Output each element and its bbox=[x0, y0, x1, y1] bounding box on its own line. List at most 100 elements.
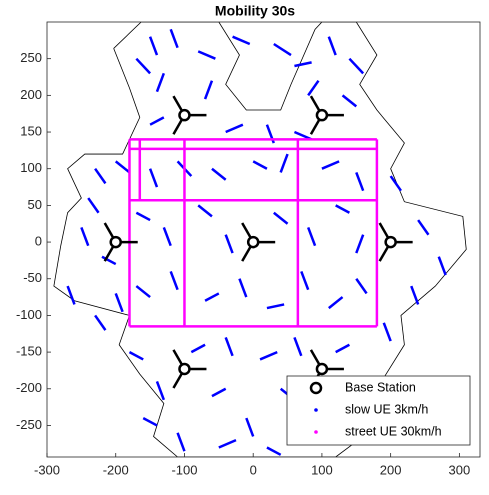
slow-ue-track bbox=[410, 285, 420, 305]
slow-ue-track bbox=[273, 211, 289, 225]
slow-ue-track bbox=[238, 278, 248, 298]
slow-ue-track bbox=[307, 79, 320, 97]
slow-ue-track bbox=[162, 226, 172, 247]
base-station bbox=[315, 362, 329, 376]
y-tick-label: 100 bbox=[20, 160, 42, 175]
slow-ue-track bbox=[328, 296, 344, 310]
base-station bbox=[246, 235, 260, 249]
slow-ue-track bbox=[169, 28, 179, 49]
slow-ue-track bbox=[335, 204, 351, 214]
y-tick-label: 150 bbox=[20, 123, 42, 138]
legend-marker bbox=[314, 408, 318, 412]
y-tick-label: 200 bbox=[20, 87, 42, 102]
slow-ue-track bbox=[155, 72, 166, 93]
slow-ue-track bbox=[148, 36, 159, 56]
slow-ue-track bbox=[279, 153, 289, 173]
slow-ue-track bbox=[66, 285, 76, 305]
y-tick-label: -100 bbox=[16, 307, 42, 322]
plot-area bbox=[53, 22, 467, 457]
slow-ue-track bbox=[101, 255, 117, 266]
slow-ue-track bbox=[114, 160, 131, 174]
slow-ue-track bbox=[382, 322, 392, 342]
slow-ue-track bbox=[355, 234, 365, 254]
slow-ue-track bbox=[224, 336, 234, 357]
base-station bbox=[315, 108, 329, 122]
slow-ue-track bbox=[348, 57, 365, 75]
y-tick-label: -250 bbox=[16, 417, 42, 432]
x-tick-label: -200 bbox=[103, 462, 129, 477]
slow-ue-track bbox=[80, 226, 90, 247]
legend-marker bbox=[309, 381, 323, 395]
x-tick-label: 100 bbox=[311, 462, 333, 477]
slow-ue-track bbox=[148, 168, 159, 188]
slow-ue-track bbox=[204, 292, 220, 302]
slow-ue-track bbox=[259, 350, 278, 361]
slow-ue-track bbox=[335, 343, 351, 354]
x-tick-label: 300 bbox=[449, 462, 471, 477]
y-tick-label: -200 bbox=[16, 380, 42, 395]
slow-ue-track bbox=[224, 234, 234, 254]
cell-boundary bbox=[53, 22, 467, 457]
slow-ue-track bbox=[225, 123, 244, 134]
slow-ue-track bbox=[232, 35, 251, 46]
slow-ue-track bbox=[203, 80, 214, 100]
base-station bbox=[384, 235, 397, 249]
slow-ue-track bbox=[87, 197, 100, 214]
slow-ue-track bbox=[355, 171, 365, 192]
x-tick-label: -100 bbox=[171, 462, 197, 477]
legend-label: street UE 30km/h bbox=[345, 424, 442, 438]
legend-marker bbox=[314, 430, 318, 434]
slow-ue-track bbox=[321, 160, 340, 170]
slow-ue-track bbox=[197, 50, 216, 60]
slow-ue-track bbox=[266, 446, 282, 456]
legend-label: slow UE 3km/h bbox=[345, 402, 428, 416]
slow-ue-track bbox=[245, 417, 255, 437]
y-tick-label: 250 bbox=[20, 50, 42, 65]
slow-ue-track bbox=[266, 303, 285, 310]
slow-ue-track bbox=[128, 350, 144, 361]
legend: Base Station slow UE 3km/h street UE 30km/… bbox=[286, 375, 471, 446]
base-station bbox=[178, 108, 191, 122]
slow-ue-track bbox=[293, 336, 303, 357]
slow-ue-track bbox=[355, 278, 368, 295]
x-tick-label: 0 bbox=[250, 462, 257, 477]
slow-ue-track bbox=[169, 270, 179, 291]
slow-ue-track bbox=[273, 42, 292, 57]
axes-box bbox=[46, 21, 481, 458]
slow-ue-track bbox=[197, 204, 213, 218]
chart-title: Mobility 30s bbox=[215, 3, 295, 19]
slow-ue-track bbox=[218, 438, 237, 449]
slow-ue-track bbox=[114, 292, 124, 313]
y-tick-label: -150 bbox=[16, 344, 42, 359]
slow-ue-track bbox=[149, 116, 165, 126]
legend-label: Base Station bbox=[345, 380, 416, 394]
y-tick-label: 0 bbox=[35, 234, 42, 249]
y-tick-label: 50 bbox=[28, 197, 42, 212]
axes: -300 -200 -100 0 100 200 300 -250 -200 -150 -100 -5… bbox=[16, 21, 481, 477]
slow-ue-track bbox=[142, 417, 158, 427]
slow-ue-track bbox=[252, 160, 268, 170]
slow-ue-track bbox=[190, 343, 206, 354]
y-tick-label: -50 bbox=[23, 270, 42, 285]
slow-ue-track bbox=[211, 387, 227, 398]
slow-ue-track bbox=[417, 219, 430, 236]
slow-ue-track bbox=[94, 314, 107, 331]
slow-ue-track bbox=[389, 175, 402, 192]
slow-ue-track bbox=[94, 167, 107, 185]
slow-ue-track bbox=[135, 285, 151, 299]
x-tick-label: 200 bbox=[380, 462, 402, 477]
x-tick-label: -300 bbox=[34, 462, 60, 477]
slow-ue-track bbox=[155, 381, 166, 401]
slow-ue-track bbox=[135, 57, 152, 75]
base-station bbox=[109, 235, 122, 249]
slow-ue-track bbox=[176, 432, 186, 452]
slow-ue-track bbox=[211, 167, 227, 181]
slow-ue-track bbox=[300, 270, 310, 291]
slow-ue-track bbox=[341, 94, 358, 108]
base-station bbox=[178, 362, 191, 376]
slow-ue-track bbox=[307, 226, 317, 247]
slow-ue-track bbox=[135, 211, 151, 222]
slow-ue-track bbox=[327, 36, 337, 56]
slow-ue-track bbox=[294, 61, 312, 68]
